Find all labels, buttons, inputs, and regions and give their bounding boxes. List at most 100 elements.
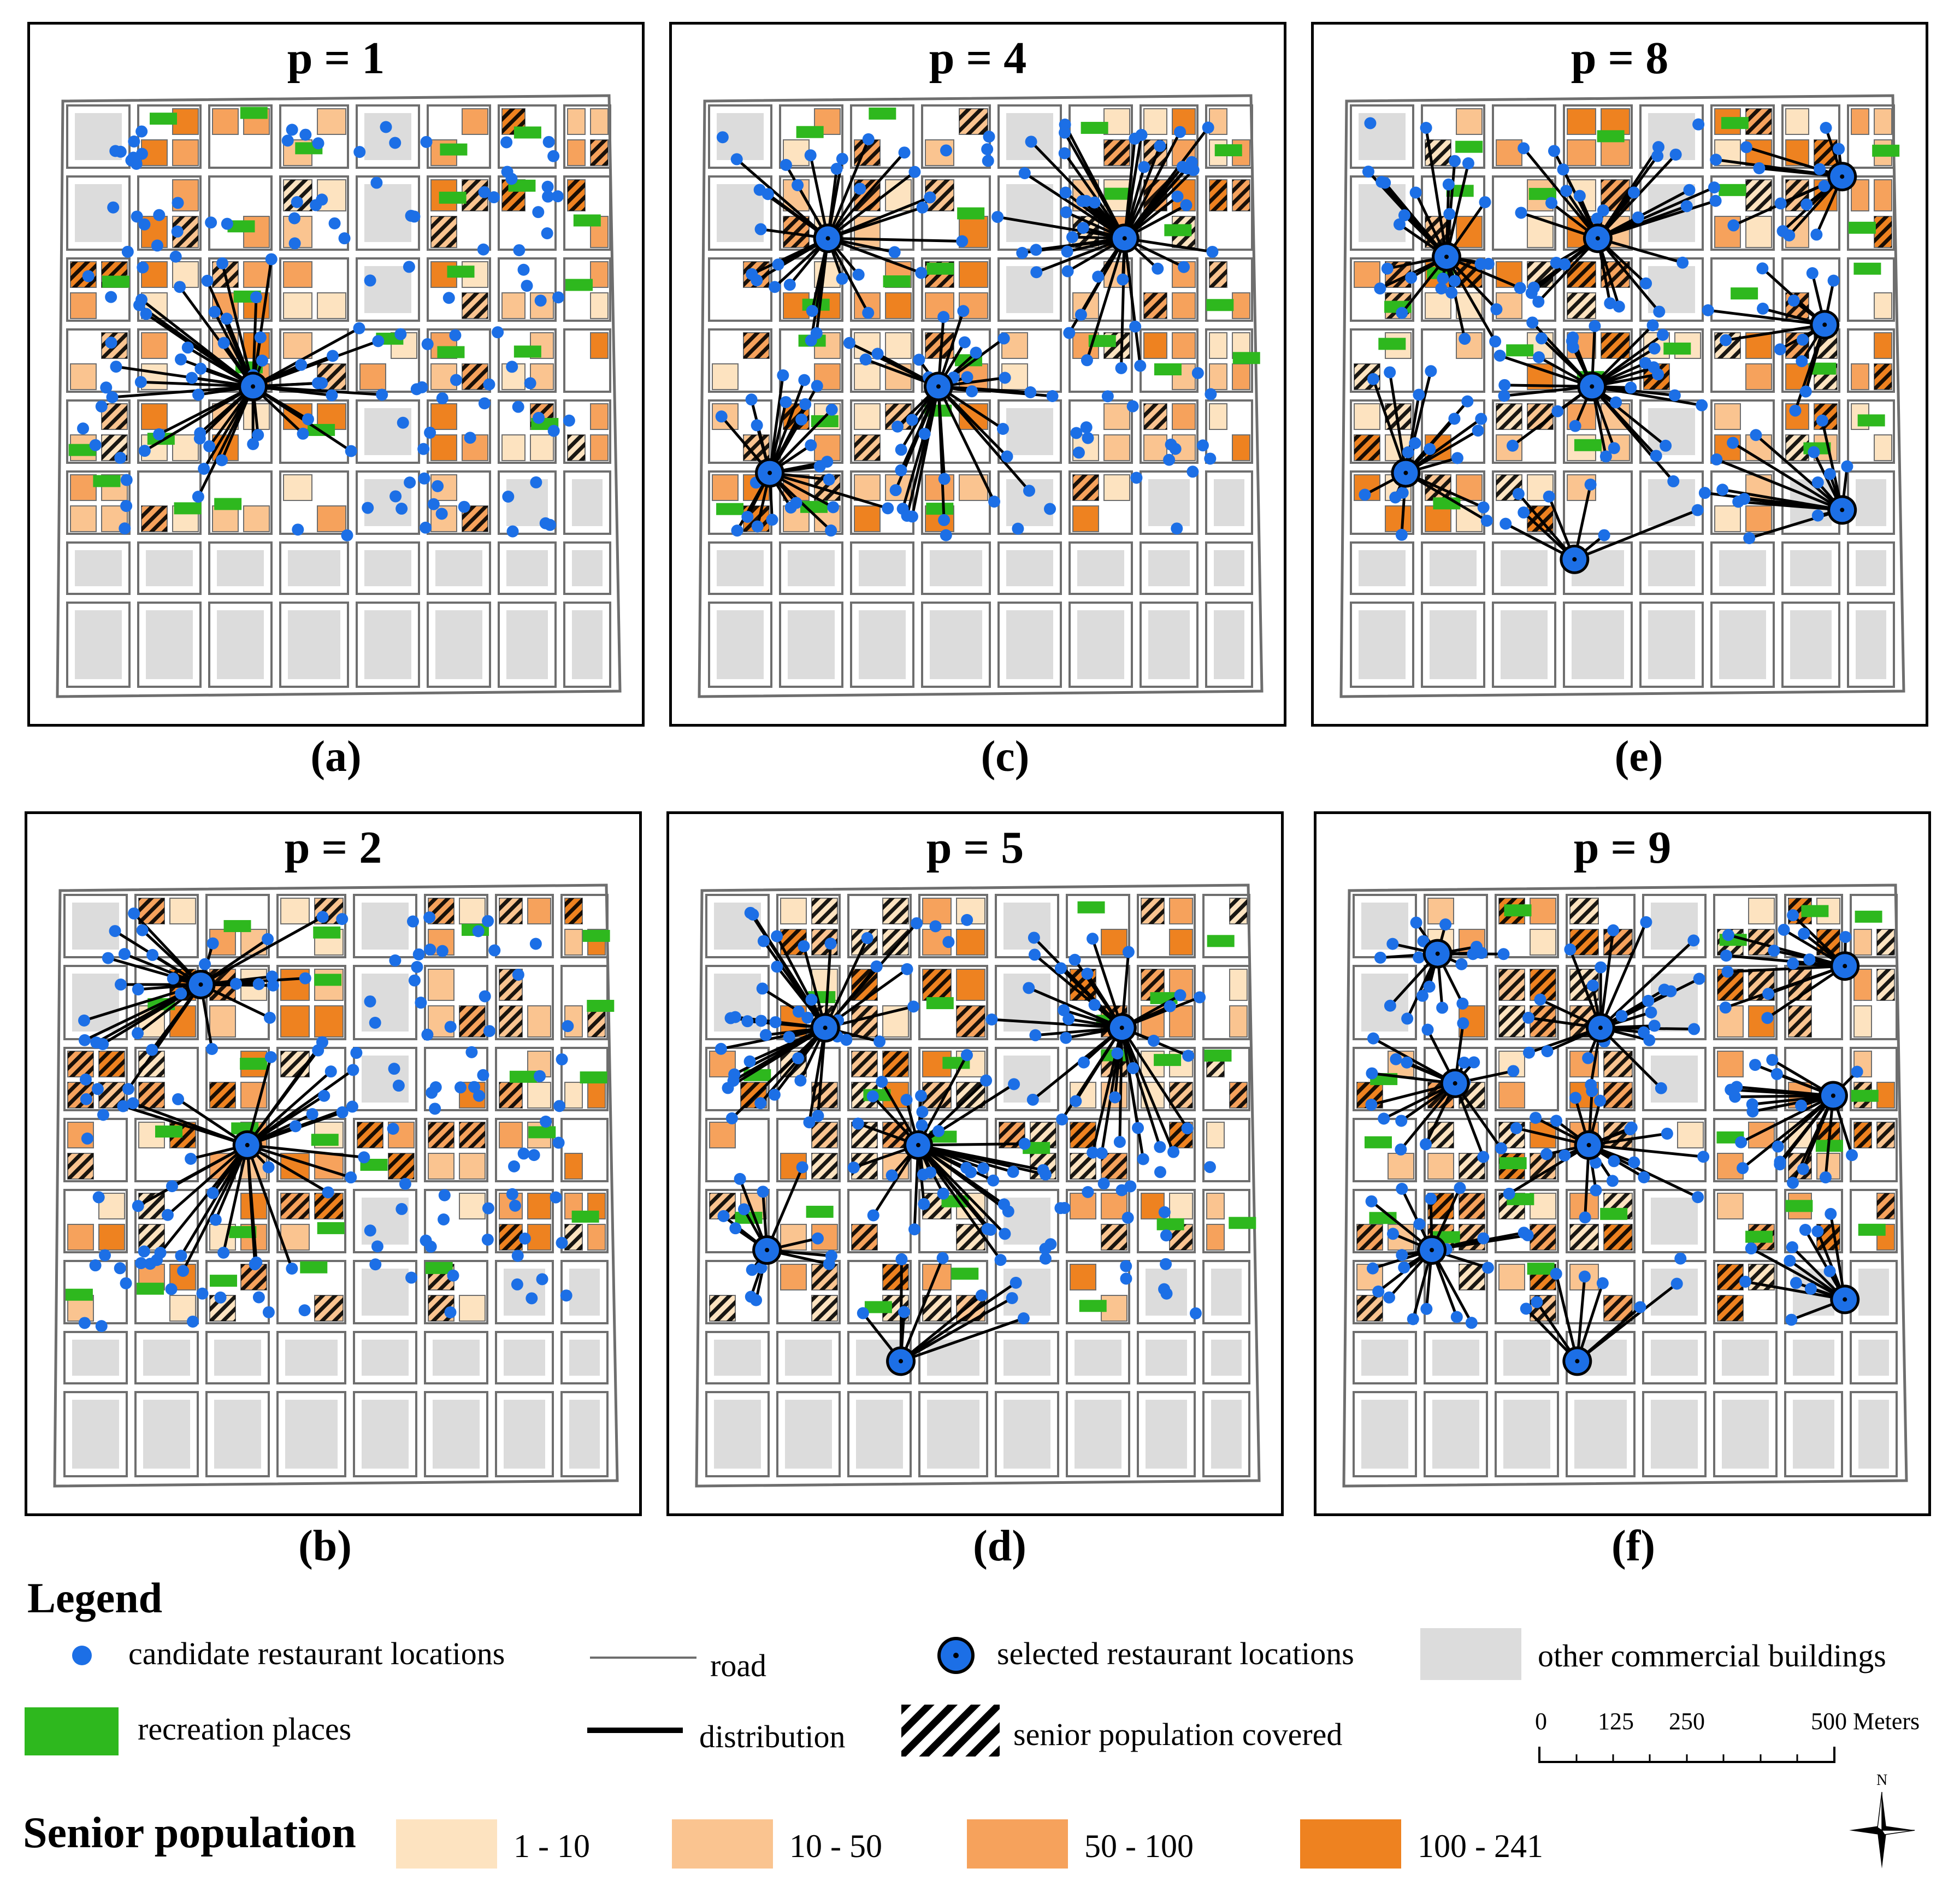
candidate-location (983, 131, 995, 143)
candidate-location (1785, 1313, 1798, 1326)
road-block (705, 894, 770, 958)
candidate-location (444, 1306, 457, 1318)
commercial-building (433, 1340, 480, 1376)
recreation-place (311, 1134, 339, 1146)
candidate-location (327, 350, 339, 362)
senior-population-parcel (590, 108, 609, 135)
candidate-location (1756, 262, 1769, 275)
road-block (1563, 104, 1633, 169)
road-block (1563, 257, 1633, 322)
commercial-building (1790, 610, 1832, 679)
recreation-place (240, 107, 268, 119)
commercial-building (364, 479, 411, 526)
distribution-line (246, 1144, 329, 1194)
road-block (427, 602, 491, 688)
senior-population-parcel (314, 1005, 344, 1038)
road-block (997, 257, 1062, 322)
candidate-location (109, 145, 122, 157)
road-block (1205, 470, 1253, 535)
candidate-location (262, 933, 274, 945)
commercial-building (1361, 1400, 1408, 1469)
covered-parcel (852, 1224, 877, 1250)
distribution-line (140, 298, 254, 388)
distribution-line (824, 922, 918, 1029)
candidate-location (1774, 343, 1786, 356)
senior-class-label: 100 - 241 (1418, 1828, 1543, 1864)
covered-parcel (1104, 140, 1130, 166)
senior-population-parcel (317, 292, 346, 319)
senior-population-parcel (1172, 332, 1196, 359)
candidate-location (153, 428, 166, 440)
candidate-location (804, 149, 817, 162)
road-block (1639, 104, 1704, 169)
road-block (1421, 602, 1485, 688)
candidate-location (1167, 1146, 1180, 1158)
candidate-location (1743, 532, 1756, 544)
candidate-location (1526, 316, 1539, 329)
candidate-location (281, 134, 294, 147)
candidate-location (938, 514, 951, 526)
candidate-location (81, 1132, 93, 1145)
road-block (850, 470, 914, 535)
road-block (427, 328, 491, 393)
candidate-location (376, 388, 388, 401)
senior-population-parcel (1714, 505, 1741, 532)
senior-population-parcel (1853, 929, 1872, 956)
commercial-building (1858, 1400, 1889, 1469)
candidate-location (836, 152, 848, 165)
candidate-location (1579, 1211, 1591, 1224)
senior-population-parcel (1498, 1264, 1525, 1290)
road-block (1068, 602, 1133, 688)
senior-population-parcel (1169, 1193, 1193, 1219)
road-block (1140, 602, 1199, 688)
candidate-location (801, 1011, 814, 1024)
candidate-location (1130, 471, 1143, 484)
road-block (495, 965, 554, 1040)
candidate-location (1786, 1176, 1799, 1189)
candidate-location (1527, 281, 1540, 294)
candidate-location (295, 358, 308, 371)
road-block (708, 175, 772, 251)
candidate-location (1018, 167, 1031, 180)
candidate-location (1803, 953, 1816, 966)
candidate-location (120, 1277, 132, 1289)
candidate-location (932, 1125, 945, 1138)
road-block (1495, 1260, 1559, 1324)
road-block (918, 1260, 988, 1324)
candidate-location (512, 400, 524, 413)
road-block (427, 470, 491, 535)
road-block (1566, 1047, 1636, 1111)
candidate-location (556, 1053, 568, 1066)
candidate-location (1111, 1047, 1124, 1060)
candidate-location (1386, 1228, 1399, 1240)
senior-population-parcel (430, 403, 457, 430)
candidate-location (1590, 1184, 1602, 1197)
candidate-location (1087, 1146, 1099, 1159)
candidate-location (286, 123, 298, 136)
road-block (279, 104, 349, 169)
recreation-place (1504, 904, 1532, 917)
road-block (205, 1118, 270, 1182)
candidate-location (450, 374, 462, 386)
covered-parcel (812, 1264, 837, 1290)
candidate-location (135, 293, 148, 306)
candidate-location (1818, 180, 1831, 192)
candidate-location (1061, 245, 1073, 258)
road-block (1566, 894, 1636, 958)
candidate-location (759, 1029, 772, 1041)
candidate-location (1472, 425, 1484, 437)
candidate-location (1087, 933, 1099, 945)
candidate-location (1676, 256, 1689, 269)
distribution-line (1123, 131, 1182, 239)
candidate-location (1814, 163, 1826, 175)
recreation-place (587, 1000, 615, 1012)
candidate-location (346, 1100, 358, 1113)
candidate-location (811, 1232, 824, 1245)
road-block (208, 257, 273, 322)
road-block (563, 257, 611, 322)
recreation-place (439, 191, 467, 204)
candidate-location (1122, 946, 1135, 958)
road-block (495, 1189, 554, 1253)
recreation-place (1528, 187, 1556, 200)
candidate-location (729, 1222, 742, 1235)
